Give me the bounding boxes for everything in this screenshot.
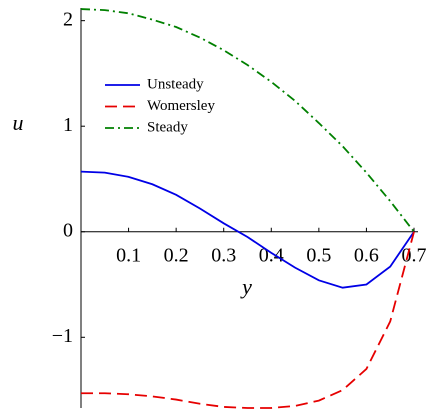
x-axis-label: y xyxy=(240,274,252,299)
x-tick-label: 0.4 xyxy=(259,244,284,266)
x-tick-label: 0.2 xyxy=(164,244,189,266)
legend-label: Womersley xyxy=(147,98,215,114)
series-line xyxy=(80,170,415,289)
y-tick-label: 0 xyxy=(63,219,73,241)
legend-label: Steady xyxy=(147,119,188,135)
x-tick-label: 0.5 xyxy=(306,244,331,266)
x-tick-label: 0.7 xyxy=(402,244,427,266)
x-tick-label: 0.3 xyxy=(211,244,236,266)
y-axis-label: u xyxy=(13,110,24,135)
x-tick-label: 0.1 xyxy=(116,244,141,266)
y-tick-label: 2 xyxy=(63,8,73,30)
series-line xyxy=(80,8,415,233)
x-tick-label: 0.6 xyxy=(354,244,379,266)
series-line xyxy=(81,231,415,409)
y-tick-label: 1 xyxy=(63,114,73,136)
legend-label: Unsteady xyxy=(147,76,204,92)
y-tick-label: −1 xyxy=(52,325,73,347)
